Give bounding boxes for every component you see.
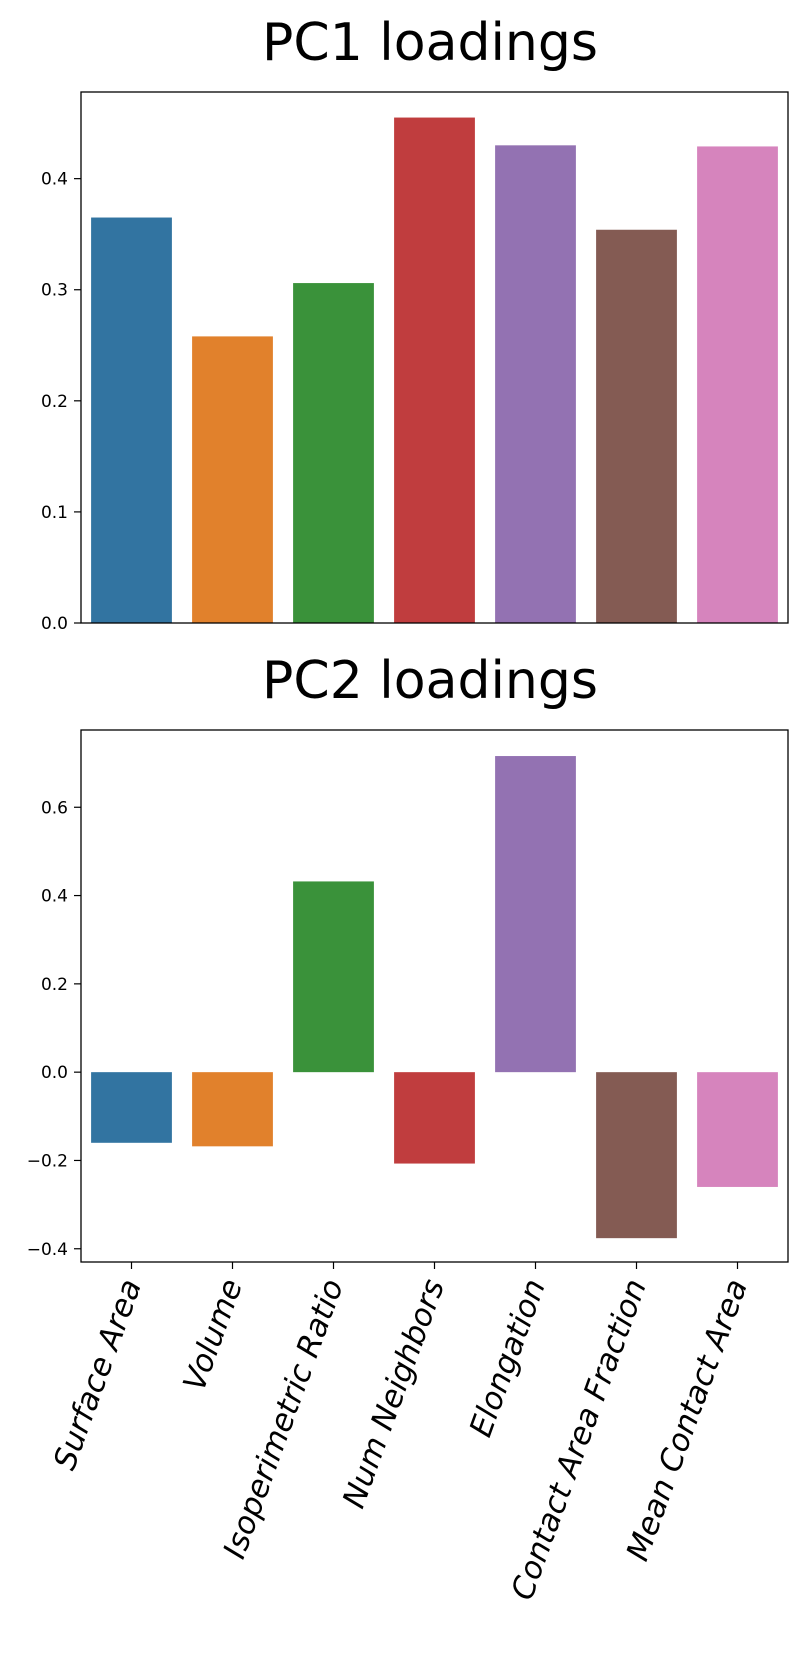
pc2-bar-1 bbox=[91, 1072, 172, 1143]
pc2-y-axis: −0.4 −0.2 0.0 0.2 0.4 0.6 bbox=[27, 798, 81, 1260]
pc2-bar-2 bbox=[192, 1072, 273, 1147]
pc1-bar-7 bbox=[697, 146, 778, 623]
pc2-bar-5 bbox=[495, 756, 576, 1073]
pc2-y-tick-label: 0.6 bbox=[41, 798, 68, 818]
pc2-bar-4 bbox=[394, 1072, 475, 1164]
pc1-bar-1 bbox=[91, 217, 172, 623]
pc1-bar-4 bbox=[394, 117, 475, 624]
pc1-y-axis: 0.0 0.1 0.2 0.3 0.4 bbox=[41, 170, 81, 634]
pc1-y-tick-label: 0.3 bbox=[41, 281, 68, 301]
pc1-y-tick-label: 0.2 bbox=[41, 392, 68, 412]
pc2-y-tick-label: −0.4 bbox=[27, 1240, 68, 1260]
pc2-bars bbox=[91, 756, 778, 1239]
pc1-y-tick-label: 0.0 bbox=[41, 614, 68, 634]
pc1-plot-frame bbox=[80, 91, 789, 624]
pc2-y-tick-label: 0.2 bbox=[41, 975, 68, 995]
pc2-plot-frame bbox=[80, 729, 789, 1263]
pc2-title: PC2 loadings bbox=[262, 651, 598, 711]
pc2-y-tick-label: 0.0 bbox=[41, 1063, 68, 1083]
pc1-bar-6 bbox=[596, 229, 677, 623]
pc2-bar-7 bbox=[697, 1072, 778, 1187]
pc1-bar-3 bbox=[293, 283, 374, 623]
pc2-bar-6 bbox=[596, 1072, 677, 1239]
pc1-title: PC1 loadings bbox=[262, 13, 598, 73]
pc1-panel: PC1 loadings 0.0 0.1 0.2 0.3 0.4 bbox=[41, 13, 789, 634]
pc2-y-tick-label: −0.2 bbox=[27, 1151, 68, 1171]
pc2-y-tick-label: 0.4 bbox=[41, 887, 68, 907]
pc2-bar-3 bbox=[293, 881, 374, 1073]
pc1-y-tick-label: 0.1 bbox=[41, 503, 68, 523]
pc1-bars bbox=[91, 117, 778, 624]
pc1-bar-2 bbox=[192, 336, 273, 623]
pc1-bar-5 bbox=[495, 145, 576, 623]
pc1-y-tick-label: 0.4 bbox=[41, 170, 68, 190]
